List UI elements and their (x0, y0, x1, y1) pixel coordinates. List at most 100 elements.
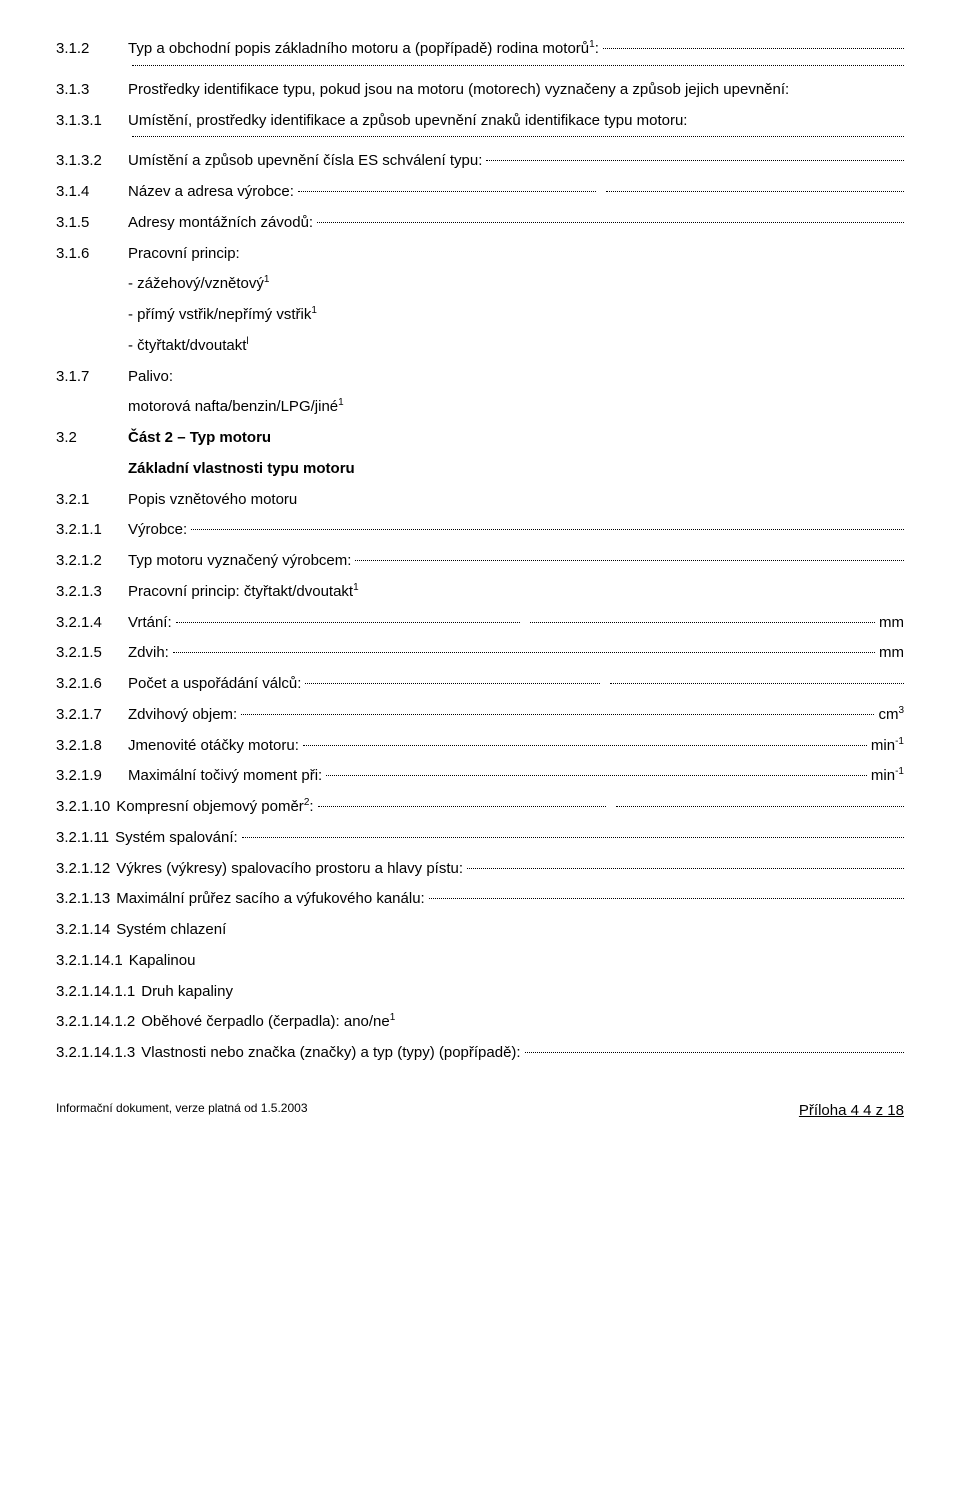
item-number: 3.2.1.13 (56, 888, 110, 910)
doc-item: 3.1.7Palivo: motorová nafta/benzin/LPG/j… (56, 366, 904, 419)
item-text: Oběhové čerpadlo (čerpadla): ano/ne1 (141, 1011, 395, 1033)
doc-item: 3.2.1.7Zdvihový objem: cm3 (56, 704, 904, 726)
doc-item: 3.1.5Adresy montážních závodů: (56, 212, 904, 234)
item-body: Druh kapaliny (141, 981, 904, 1003)
item-text: Zdvihový objem: (128, 704, 237, 726)
doc-item: 3.1.6Pracovní princip: - zážehový/vzněto… (56, 243, 904, 357)
doc-item: 3.1.2Typ a obchodní popis základního mot… (56, 38, 904, 70)
item-text: Systém spalování: (115, 827, 238, 849)
doc-item: 3.2.1.9Maximální točivý moment při: min-… (56, 765, 904, 787)
item-number: 3.2.1.1 (56, 519, 128, 541)
item-text: Část 2 – Typ motoru (128, 427, 271, 449)
item-body: Systém spalování: (115, 827, 904, 849)
footer-left: Informační dokument, verze platná od 1.5… (56, 1100, 308, 1122)
doc-item: 3.2.1.14 Systém chlazení (56, 919, 904, 941)
item-text: Výkres (výkresy) spalovacího prostoru a … (116, 858, 463, 880)
item-number: 3.1.4 (56, 181, 128, 203)
item-number: 3.2.1.9 (56, 765, 128, 787)
item-body: Pracovní princip: čtyřtakt/dvoutakt1 (128, 581, 904, 603)
item-unit: mm (879, 612, 904, 634)
item-number: 3.1.2 (56, 38, 128, 60)
doc-item: 3.2.1.14.1 Kapalinou (56, 950, 904, 972)
item-body: Část 2 – Typ motoru (128, 427, 904, 449)
item-number: 3.2 (56, 427, 128, 449)
item-number: 3.2.1.5 (56, 642, 128, 664)
item-text: Adresy montážních závodů: (128, 212, 313, 234)
item-body: Kapalinou (129, 950, 904, 972)
item-number: 3.2.1.3 (56, 581, 128, 603)
item-number: 3.1.6 (56, 243, 128, 265)
item-body: Prostředky identifikace typu, pokud jsou… (128, 79, 904, 101)
sub-line: - přímý vstřik/nepřímý vstřik1 (128, 304, 904, 326)
doc-item: 3.2.1.8Jmenovité otáčky motoru: min-1 (56, 735, 904, 757)
item-body: Jmenovité otáčky motoru: min-1 (128, 735, 904, 757)
item-unit: min-1 (871, 765, 904, 787)
item-number: 3.2.1.14 (56, 919, 110, 941)
item-body: Vrtání: mm (128, 612, 904, 634)
doc-item: 3.1.3.2Umístění a způsob upevnění čísla … (56, 150, 904, 172)
item-number: 3.2.1 (56, 489, 128, 511)
item-text: Maximální průřez sacího a výfukového kan… (116, 888, 425, 910)
item-text: Počet a uspořádání válců: (128, 673, 301, 695)
item-text: Palivo: (128, 366, 173, 388)
item-number: 3.2.1.14.1.1 (56, 981, 135, 1003)
item-body: Maximální točivý moment při: min-1 (128, 765, 904, 787)
item-text: Pracovní princip: (128, 243, 240, 265)
item-body: Zdvih: mm (128, 642, 904, 664)
doc-item: 3.2.1.14.1.3 Vlastnosti nebo značka (znač… (56, 1042, 904, 1064)
item-body: Adresy montážních závodů: (128, 212, 904, 234)
item-number: 3.2.1.6 (56, 673, 128, 695)
item-text: Jmenovité otáčky motoru: (128, 735, 299, 757)
item-unit: mm (879, 642, 904, 664)
item-body: Název a adresa výrobce: (128, 181, 904, 203)
item-text: Popis vznětového motoru (128, 489, 297, 511)
item-text: Druh kapaliny (141, 981, 233, 1003)
item-text: Typ motoru vyznačený výrobcem: (128, 550, 351, 572)
doc-item: 3.1.4Název a adresa výrobce: (56, 181, 904, 203)
item-unit: cm3 (878, 704, 904, 726)
item-number: 3.2.1.14.1.2 (56, 1011, 135, 1033)
item-text: Typ a obchodní popis základního motoru a… (128, 38, 599, 60)
doc-item: 3.2.1.14.1.1 Druh kapaliny (56, 981, 904, 1003)
doc-item: 3.1.3Prostředky identifikace typu, pokud… (56, 79, 904, 101)
item-body: Zdvihový objem: cm3 (128, 704, 904, 726)
item-text: Vlastnosti nebo značka (značky) a typ (t… (141, 1042, 520, 1064)
doc-item: 3.2.1.2Typ motoru vyznačený výrobcem: (56, 550, 904, 572)
item-number: 3.2.1.14.1 (56, 950, 123, 972)
item-number: 3.2.1.11 (56, 827, 109, 849)
item-text: Pracovní princip: čtyřtakt/dvoutakt1 (128, 581, 359, 603)
item-text: Vrtání: (128, 612, 172, 634)
item-body: Systém chlazení (116, 919, 904, 941)
footer-right: Příloha 4 4 z 18 (799, 1100, 904, 1122)
doc-item: 3.2.1Popis vznětového motoru (56, 489, 904, 511)
item-body: Palivo: motorová nafta/benzin/LPG/jiné1 (128, 366, 904, 419)
item-body: Výkres (výkresy) spalovacího prostoru a … (116, 858, 904, 880)
sub-line: - zážehový/vznětový1 (128, 273, 904, 295)
sub-line: - čtyřtakt/dvoutaktl (128, 335, 904, 357)
item-number: 3.2.1.10 (56, 796, 110, 818)
item-body: Popis vznětového motoru (128, 489, 904, 511)
doc-item: 3.2.1.6Počet a uspořádání válců: (56, 673, 904, 695)
item-text: Kompresní objemový poměr2: (116, 796, 313, 818)
item-number: 3.1.5 (56, 212, 128, 234)
item-number: 3.1.3.1 (56, 110, 128, 132)
item-text: Výrobce: (128, 519, 187, 541)
doc-item: 3.2.1.14.1.2 Oběhové čerpadlo (čerpadla):… (56, 1011, 904, 1033)
sub-line: motorová nafta/benzin/LPG/jiné1 (128, 396, 904, 418)
item-body: Pracovní princip: - zážehový/vznětový1 - … (128, 243, 904, 357)
doc-item: 3.2.1.4Vrtání: mm (56, 612, 904, 634)
doc-item: 3.2.1.3Pracovní princip: čtyřtakt/dvouta… (56, 581, 904, 603)
doc-item: 3.2.1.1Výrobce: (56, 519, 904, 541)
item-number: 3.2.1.4 (56, 612, 128, 634)
item-body: Počet a uspořádání válců: (128, 673, 904, 695)
item-text: Název a adresa výrobce: (128, 181, 294, 203)
item-number: 3.1.3.2 (56, 150, 128, 172)
item-text: Systém chlazení (116, 919, 226, 941)
item-body: Umístění a způsob upevnění čísla ES schv… (128, 150, 904, 172)
item-number: 3.2.1.2 (56, 550, 128, 572)
item-body: Kompresní objemový poměr2: (116, 796, 904, 818)
item-text: Prostředky identifikace typu, pokud jsou… (128, 79, 789, 101)
item-number: 3.2.1.8 (56, 735, 128, 757)
doc-item: 3.2.1.10 Kompresní objemový poměr2: (56, 796, 904, 818)
item-number: 3.2.1.14.1.3 (56, 1042, 135, 1064)
